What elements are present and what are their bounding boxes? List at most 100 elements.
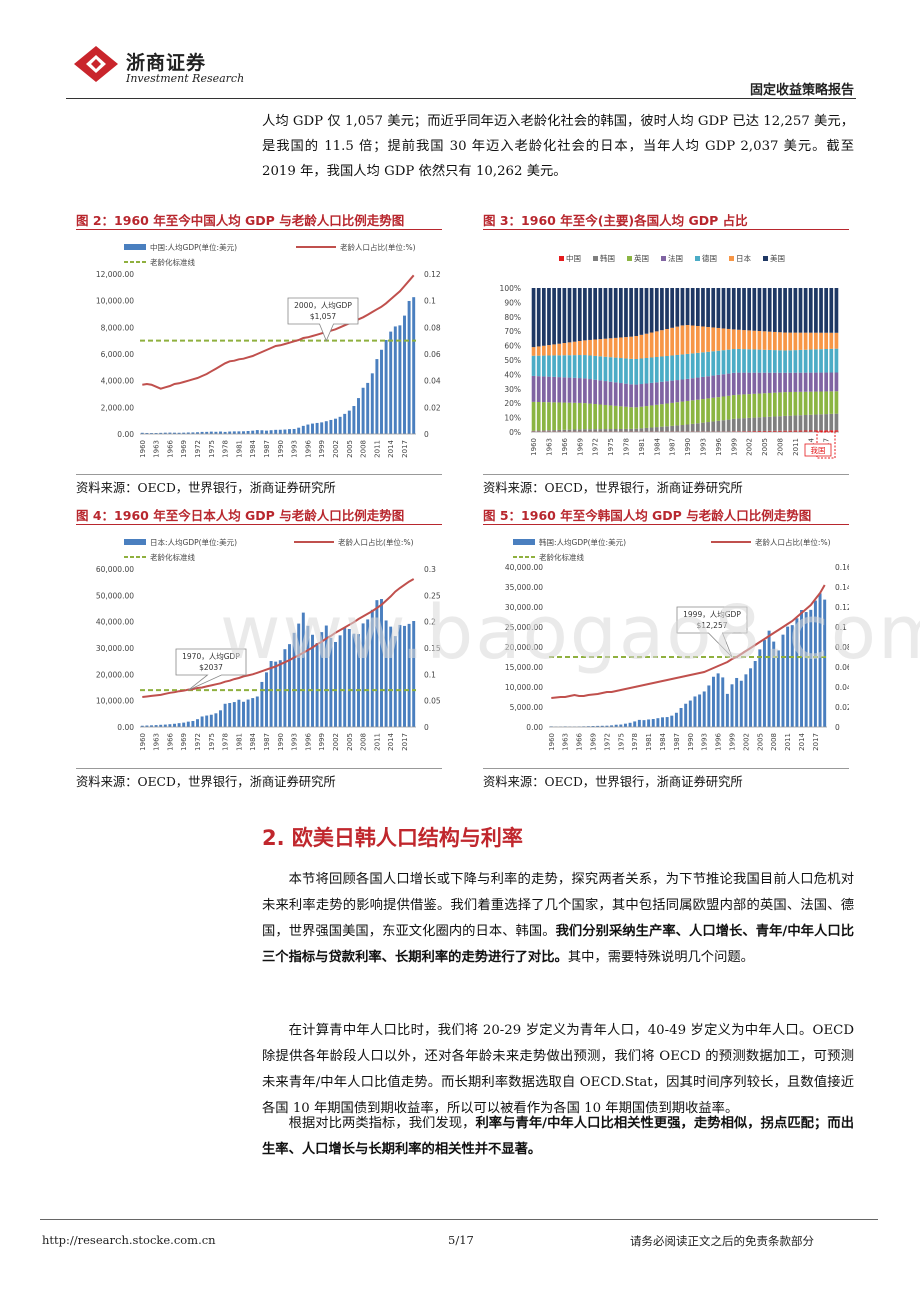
gdp-bar	[186, 721, 190, 727]
stack-segment	[644, 333, 649, 358]
gdp-bar	[209, 714, 213, 727]
x-tick-label: 1996	[304, 439, 312, 457]
stack-segment	[572, 341, 577, 356]
stack-segment	[603, 404, 608, 430]
gdp-bar	[343, 413, 347, 434]
stack-segment	[670, 380, 675, 403]
x-tick-label: 1969	[180, 733, 188, 751]
stack-segment	[716, 397, 721, 421]
stack-segment	[747, 288, 752, 331]
stack-segment	[824, 430, 829, 432]
stack-segment	[593, 288, 598, 340]
stack-segment	[834, 413, 839, 431]
stack-segment	[685, 325, 690, 354]
stack-segment	[737, 418, 741, 432]
x-tick-label: 2017	[812, 733, 820, 751]
stack-segment	[634, 335, 639, 359]
x-tick-label: 1963	[545, 438, 553, 456]
callout-label: 2000，人均GDP	[294, 300, 352, 310]
aged-ratio-line	[142, 578, 415, 698]
stack-segment	[824, 349, 829, 373]
legend-label: 韩国	[600, 253, 615, 263]
stack-segment	[557, 355, 562, 378]
gdp-bar	[702, 691, 706, 727]
stack-segment	[567, 402, 572, 430]
legend-swatch	[627, 256, 632, 261]
x-tick-label: 1984	[659, 732, 667, 750]
stack-segment	[598, 404, 603, 430]
gdp-bar	[628, 722, 632, 727]
stack-segment	[695, 377, 700, 400]
stack-segment	[834, 372, 839, 392]
stack-segment	[695, 352, 700, 378]
callout-value: $12,257	[696, 621, 727, 630]
fig2-source: 资料来源：OECD，世界银行，浙商证券研究所	[76, 481, 336, 495]
gdp-bar	[196, 719, 199, 727]
stack-segment	[819, 332, 823, 350]
gdp-bar	[762, 640, 766, 727]
stack-segment	[829, 413, 834, 431]
stack-segment	[536, 430, 541, 432]
stack-segment	[778, 416, 782, 431]
stack-segment	[767, 331, 772, 350]
x-tick-label: 1993	[291, 440, 299, 458]
stack-segment	[639, 358, 644, 385]
y-left-tick-label: 20,000.00	[505, 643, 543, 652]
gdp-bar	[324, 421, 328, 434]
stack-segment	[742, 372, 746, 395]
x-tick-label: 1987	[263, 440, 271, 458]
stack-segment	[772, 372, 777, 393]
stack-segment	[778, 430, 782, 432]
stack-segment	[814, 372, 818, 392]
stack-segment	[752, 288, 757, 331]
section-paragraph-1: 本节将回顾各国人口增长或下降与利率的走势，探究两者关系，为下节推论我国目前人口危…	[262, 872, 855, 965]
stack-segment	[624, 383, 628, 407]
y-right-tick-label: 0.02	[835, 703, 849, 712]
stack-segment	[814, 414, 818, 431]
x-tick-label: 2002	[742, 733, 750, 751]
y-right-tick-label: 0.16	[835, 563, 849, 572]
y-left-tick-label: 2,000.00	[101, 403, 135, 412]
china-marker-label-box	[804, 443, 832, 457]
x-tick-label: 1975	[208, 440, 216, 458]
stack-segment	[603, 338, 608, 357]
gdp-bar	[329, 419, 333, 434]
stack-segment	[608, 357, 613, 382]
stack-segment	[588, 379, 592, 404]
stack-segment	[803, 349, 808, 373]
footer-url[interactable]: http://research.stocke.com.cn	[42, 1233, 216, 1247]
stack-segment	[618, 288, 623, 338]
legend-label-std: 老龄化标准线	[150, 552, 195, 562]
stack-segment	[660, 381, 664, 405]
stack-segment	[541, 355, 546, 377]
stack-segment	[824, 332, 829, 350]
fig4-source: 资料来源：OECD，世界银行，浙商证券研究所	[76, 775, 336, 789]
stack-segment	[593, 404, 598, 430]
stack-segment	[834, 348, 839, 373]
stack-segment	[819, 414, 823, 431]
report-type: 固定收益策略报告	[749, 83, 854, 98]
stack-segment	[742, 349, 746, 373]
y-right-tick-label: 0.1	[835, 623, 847, 632]
stack-segment	[649, 427, 654, 432]
stack-segment	[834, 332, 839, 349]
stack-segment	[567, 355, 572, 378]
legend-label: 德国	[702, 253, 717, 263]
x-tick-label: 1975	[617, 733, 625, 751]
stack-segment	[593, 429, 598, 432]
stack-segment	[552, 402, 556, 431]
stack-segment	[819, 391, 823, 415]
x-tick-label: 1972	[603, 733, 611, 751]
stack-segment	[793, 372, 798, 392]
stack-segment	[644, 427, 649, 432]
y-right-tick-label: 0.3	[424, 565, 436, 574]
gdp-bar	[324, 625, 328, 727]
stack-segment	[737, 394, 741, 419]
gdp-bar	[637, 719, 641, 727]
stack-segment	[654, 404, 659, 428]
stack-segment	[541, 376, 546, 403]
stack-segment	[603, 429, 608, 432]
gdp-bar	[375, 600, 379, 727]
gdp-bar	[191, 432, 195, 434]
gdp-bar	[647, 719, 651, 727]
